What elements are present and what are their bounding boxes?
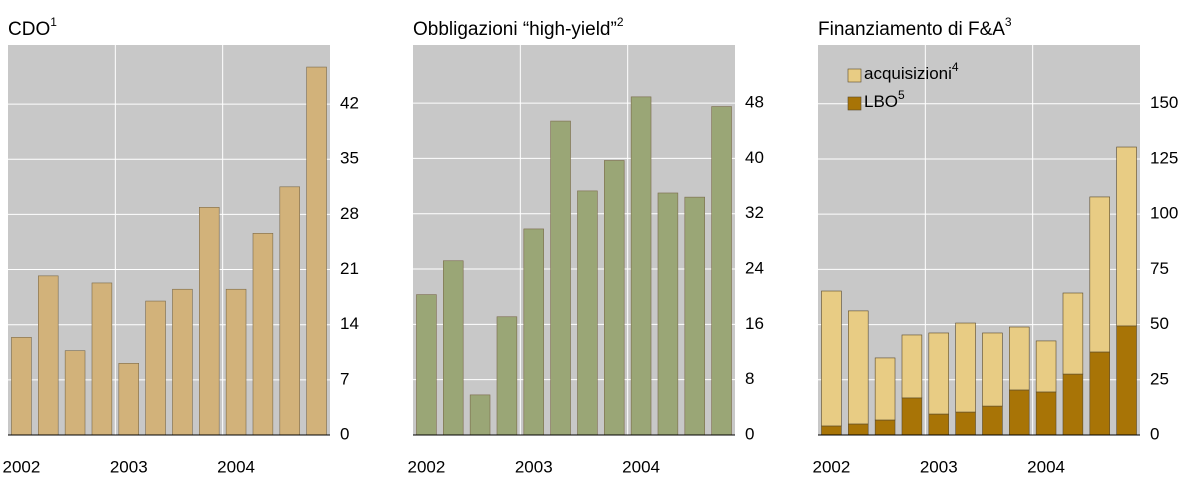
bar <box>11 337 32 436</box>
plot-area <box>413 45 735 435</box>
bar-segment <box>1116 146 1137 327</box>
bar <box>145 300 166 436</box>
y-tick-label: 0 <box>340 424 349 443</box>
bar <box>279 186 300 436</box>
bar-segment <box>1035 391 1057 436</box>
x-tick-label: 2002 <box>813 457 851 476</box>
bar-segment <box>1116 325 1137 436</box>
plot-area <box>8 45 330 435</box>
x-tick-label: 2004 <box>217 457 255 476</box>
bar <box>550 120 571 436</box>
title-superscript: 3 <box>1005 15 1012 29</box>
legend-label: LBO5 <box>864 88 905 111</box>
title-text: CDO <box>8 19 50 40</box>
bar <box>469 394 491 436</box>
legend-superscript: 5 <box>898 88 905 102</box>
bar-segment <box>982 405 1003 436</box>
y-tick-label: 125 <box>1150 148 1178 167</box>
bar <box>604 160 625 436</box>
bar <box>64 350 86 436</box>
y-tick-label: 7 <box>340 369 349 388</box>
y-tick-label: 150 <box>1150 93 1178 112</box>
bar <box>416 294 437 436</box>
bar <box>657 192 679 436</box>
x-tick-label: 2004 <box>622 457 660 476</box>
bar-segment <box>982 332 1003 407</box>
legend-text: LBO <box>864 92 898 111</box>
bar-segment <box>901 397 923 436</box>
bar-segment <box>821 425 842 436</box>
y-tick-label: 100 <box>1150 204 1178 223</box>
y-tick-label: 50 <box>1150 314 1169 333</box>
y-tick-label: 0 <box>1150 424 1159 443</box>
y-tick-label: 8 <box>745 369 754 388</box>
bar <box>523 228 544 436</box>
bar-segment <box>1009 389 1030 436</box>
bar <box>91 282 113 436</box>
bar <box>38 275 59 436</box>
bar-segment <box>848 310 869 425</box>
bar-segment <box>821 290 842 427</box>
x-tick-label: 2003 <box>920 457 958 476</box>
title-text: Obbligazioni “high-yield” <box>413 19 617 40</box>
bar-segment <box>874 419 896 436</box>
y-tick-label: 40 <box>745 148 764 167</box>
legend-swatch <box>847 96 862 111</box>
chart-title: CDO1 <box>8 15 57 40</box>
bar-segment <box>874 357 896 421</box>
bar-segment <box>928 413 949 436</box>
title-text: Finanziamento di F&A <box>818 19 1005 40</box>
title-superscript: 1 <box>50 15 57 29</box>
legend-swatch <box>847 68 862 83</box>
bar-segment <box>1009 326 1030 391</box>
bar-segment <box>1089 196 1110 353</box>
y-tick-label: 32 <box>745 203 764 222</box>
legend-superscript: 4 <box>952 60 959 74</box>
x-tick-label: 2004 <box>1027 457 1065 476</box>
bar-segment <box>955 411 976 436</box>
x-tick-label: 2002 <box>408 457 446 476</box>
bar <box>496 316 518 436</box>
y-tick-label: 35 <box>340 149 359 168</box>
bar <box>684 196 705 436</box>
y-tick-label: 75 <box>1150 259 1169 278</box>
bar <box>443 260 464 436</box>
bar-segment <box>1062 292 1084 375</box>
legend-label: acquisizioni4 <box>864 60 959 83</box>
bar-segment <box>901 334 923 399</box>
bar <box>711 106 732 436</box>
bar <box>306 66 327 436</box>
y-tick-label: 24 <box>745 259 764 278</box>
y-tick-label: 14 <box>340 314 359 333</box>
x-tick-label: 2003 <box>515 457 553 476</box>
bar <box>630 96 652 436</box>
x-tick-label: 2003 <box>110 457 148 476</box>
y-tick-label: 21 <box>340 259 359 278</box>
y-tick-label: 42 <box>340 94 359 113</box>
y-tick-label: 48 <box>745 93 764 112</box>
bar-segment <box>955 322 976 413</box>
title-superscript: 2 <box>617 15 624 29</box>
bar-segment <box>928 332 949 415</box>
bar <box>118 363 139 436</box>
x-tick-label: 2002 <box>3 457 41 476</box>
y-tick-label: 0 <box>745 424 754 443</box>
bar-segment <box>848 423 869 436</box>
bar <box>199 207 220 436</box>
chart-title: Finanziamento di F&A3 <box>818 15 1012 40</box>
bar <box>172 288 193 436</box>
bar <box>577 190 598 436</box>
bar <box>252 233 274 436</box>
bar-segment <box>1035 340 1057 393</box>
y-tick-label: 16 <box>745 314 764 333</box>
y-tick-label: 28 <box>340 204 359 223</box>
chart-title: Obbligazioni “high-yield”2 <box>413 15 624 40</box>
bar-segment <box>1089 351 1110 436</box>
y-tick-label: 25 <box>1150 369 1169 388</box>
bar-segment <box>1062 373 1084 436</box>
legend-text: acquisizioni <box>864 64 952 83</box>
plot-area <box>818 45 1140 435</box>
bar <box>225 288 247 436</box>
